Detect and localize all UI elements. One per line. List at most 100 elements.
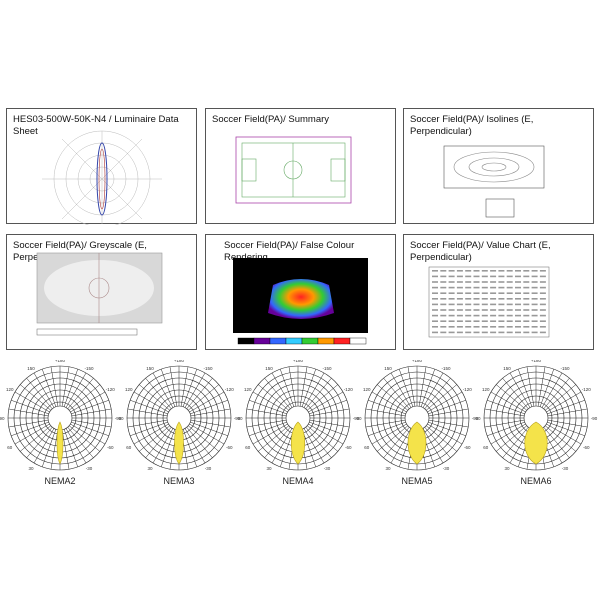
table-cell bbox=[531, 320, 538, 322]
polar-label: +180 bbox=[412, 360, 423, 363]
table-cell bbox=[531, 286, 538, 289]
polar-spoke bbox=[249, 399, 287, 415]
polar-label: -60 bbox=[107, 445, 114, 450]
polar-spoke bbox=[69, 425, 100, 452]
polar-spoke bbox=[537, 366, 546, 407]
polar-spoke bbox=[145, 427, 172, 458]
table-cell bbox=[498, 303, 505, 306]
diagram-label: NEMA2 bbox=[44, 476, 76, 486]
diagram-label: NEMA5 bbox=[401, 476, 433, 486]
polar-spoke bbox=[63, 369, 79, 407]
polar-label: 90 bbox=[0, 416, 5, 421]
table-cell bbox=[539, 326, 546, 328]
polar-spoke bbox=[541, 372, 563, 408]
polar-label: -150 bbox=[203, 366, 213, 371]
polar-spoke bbox=[546, 423, 582, 445]
table-cell bbox=[440, 303, 447, 306]
polar-label: -60 bbox=[464, 445, 471, 450]
polar-label: +180 bbox=[55, 360, 66, 363]
table-cell bbox=[515, 275, 521, 278]
polar-spoke bbox=[307, 384, 338, 411]
polar-label: 120 bbox=[363, 387, 371, 392]
table-cell bbox=[473, 292, 480, 294]
polar-spoke bbox=[246, 408, 287, 417]
polar-spoke bbox=[390, 372, 412, 408]
polar-label: -120 bbox=[463, 387, 473, 392]
table-cell bbox=[523, 281, 530, 283]
polar-label: 0 bbox=[535, 474, 538, 475]
polar-label: -60 bbox=[345, 445, 352, 450]
table-cell bbox=[481, 309, 488, 311]
table-cell bbox=[515, 270, 521, 272]
polar-spoke bbox=[41, 369, 57, 407]
table-cell bbox=[515, 331, 521, 334]
polar-spoke bbox=[487, 399, 525, 415]
polar-spoke bbox=[20, 384, 51, 411]
diagram-label: NEMA3 bbox=[163, 476, 195, 486]
polar-spoke bbox=[502, 378, 529, 409]
polar-label: 0 bbox=[416, 474, 419, 475]
table-cell bbox=[440, 298, 447, 300]
table-cell bbox=[490, 314, 497, 317]
table-cell bbox=[432, 320, 438, 322]
table-cell bbox=[506, 320, 513, 322]
polar-spoke bbox=[427, 423, 463, 445]
polar-label: 90 bbox=[118, 416, 124, 421]
polar-spoke bbox=[67, 378, 94, 409]
table-cell bbox=[515, 286, 521, 289]
table-cell bbox=[531, 303, 538, 306]
panel: HES03-500W-50K-N4 / Luminaire Data Sheet bbox=[6, 108, 197, 225]
polar-spoke bbox=[133, 423, 169, 445]
polar-spoke bbox=[130, 399, 168, 415]
polar-spoke bbox=[271, 372, 293, 408]
polar-label: -60 bbox=[226, 445, 233, 450]
table-cell bbox=[432, 292, 438, 294]
value-chart bbox=[428, 266, 550, 338]
table-cell bbox=[506, 298, 513, 300]
table-cell bbox=[473, 331, 480, 334]
polar-spoke bbox=[365, 419, 406, 428]
diagram-label: NEMA6 bbox=[520, 476, 552, 486]
polar-spoke bbox=[190, 421, 228, 437]
luminaire-diagram bbox=[42, 130, 162, 225]
polar-spoke bbox=[487, 421, 525, 437]
table-cell bbox=[523, 309, 530, 311]
polar-spoke bbox=[70, 423, 106, 445]
field-summary bbox=[235, 136, 352, 204]
table-cell bbox=[515, 326, 521, 328]
polar-spoke bbox=[152, 372, 174, 408]
beam bbox=[56, 421, 64, 465]
table-cell bbox=[506, 314, 513, 317]
panel: Soccer Field(PA)/ Summary bbox=[205, 108, 396, 224]
table-cell bbox=[440, 326, 447, 328]
polar-label: +180 bbox=[293, 360, 304, 363]
table-cell bbox=[481, 320, 488, 322]
table-cell bbox=[448, 320, 455, 322]
table-cell bbox=[473, 281, 480, 283]
table-cell bbox=[490, 292, 497, 294]
polar-spoke bbox=[407, 366, 416, 407]
polar-label: -120 bbox=[106, 387, 116, 392]
polar-spoke bbox=[303, 428, 325, 464]
table-cell bbox=[539, 314, 546, 317]
polar-label: 120 bbox=[244, 387, 252, 392]
table-cell bbox=[523, 326, 530, 328]
polar-spoke bbox=[127, 419, 168, 428]
table-cell bbox=[539, 275, 546, 278]
polar-spoke bbox=[526, 366, 535, 407]
polar-spoke bbox=[424, 427, 451, 458]
polar-spoke bbox=[543, 427, 570, 458]
polar-label: -120 bbox=[225, 387, 235, 392]
polar-label: 30 bbox=[266, 466, 272, 471]
polar-spoke bbox=[420, 369, 436, 407]
polar-label: +180 bbox=[531, 360, 542, 363]
polar-spoke bbox=[26, 378, 53, 409]
polar-spoke bbox=[169, 366, 178, 407]
polar-label: -150 bbox=[441, 366, 451, 371]
polar-spoke bbox=[139, 425, 170, 452]
table-cell bbox=[498, 270, 505, 272]
polar-spoke bbox=[422, 428, 444, 464]
table-cell bbox=[498, 314, 505, 317]
polar-spoke bbox=[252, 391, 288, 413]
table-cell bbox=[432, 298, 438, 300]
